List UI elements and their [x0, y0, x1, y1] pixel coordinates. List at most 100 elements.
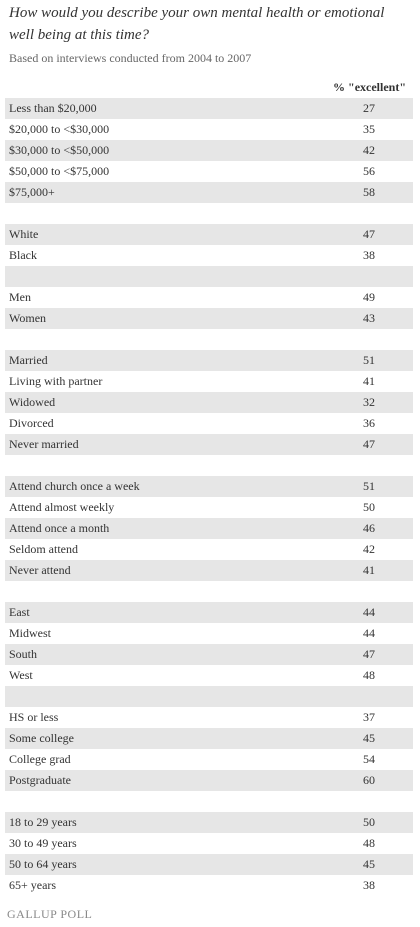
row-value: 42 [363, 143, 375, 157]
table-row: Attend almost weekly 50 [5, 497, 413, 518]
table-row: 30 to 49 years 48 [5, 833, 413, 854]
table-row: 50 to 64 years 45 [5, 854, 413, 875]
spacer-row [5, 686, 413, 707]
row-label: 30 to 49 years [9, 836, 77, 850]
row-label: West [9, 668, 33, 682]
table-row: Black 38 [5, 245, 413, 266]
row-value: 38 [363, 878, 375, 892]
spacer-row [5, 791, 413, 812]
spacer-row [5, 329, 413, 350]
table-row: Never married 47 [5, 434, 413, 455]
table-row: Divorced 36 [5, 413, 413, 434]
table-row: Widowed 32 [5, 392, 413, 413]
footer: GALLUP POLL [7, 907, 93, 921]
row-label: Less than $20,000 [9, 101, 97, 115]
table-row: Attend once a month 46 [5, 518, 413, 539]
row-label: East [9, 605, 30, 619]
spacer-row [5, 266, 413, 287]
spacer-row [5, 203, 413, 224]
table-row: Seldom attend 42 [5, 539, 413, 560]
row-label: White [9, 227, 39, 241]
table-row: White 47 [5, 224, 413, 245]
table-row: Postgraduate 60 [5, 770, 413, 791]
row-label: Black [9, 248, 37, 262]
row-value: 44 [363, 605, 375, 619]
table-row: Married 51 [5, 350, 413, 371]
row-value: 46 [363, 521, 375, 535]
row-label: Attend once a month [9, 521, 110, 535]
table-row: 65+ years 38 [5, 875, 413, 896]
row-label: 65+ years [9, 878, 57, 892]
row-label: $50,000 to <$75,000 [9, 164, 110, 178]
subtitle: Based on interviews conducted from 2004 … [9, 51, 252, 65]
row-value: 41 [363, 374, 375, 388]
row-value: 45 [363, 857, 375, 871]
row-label: $30,000 to <$50,000 [9, 143, 110, 157]
table-row: Living with partner 41 [5, 371, 413, 392]
title: How would you describe your own mental h… [9, 5, 385, 43]
row-value: 60 [363, 773, 375, 787]
spacer-row [5, 581, 413, 602]
row-label: Some college [9, 731, 74, 745]
table-row: Men 49 [5, 287, 413, 308]
row-value: 50 [363, 500, 375, 514]
row-value: 47 [363, 227, 375, 241]
row-value: 43 [363, 311, 375, 325]
row-value: 47 [363, 647, 375, 661]
row-label: Never married [9, 437, 79, 451]
table-row: $50,000 to <$75,000 56 [5, 161, 413, 182]
row-label: 18 to 29 years [9, 815, 77, 829]
table-row: Never attend 41 [5, 560, 413, 581]
row-label: Divorced [9, 416, 54, 430]
row-value: 42 [363, 542, 375, 556]
row-label: Living with partner [9, 374, 103, 388]
row-value: 54 [363, 752, 375, 766]
row-value: 38 [363, 248, 375, 262]
table-row: HS or less 37 [5, 707, 413, 728]
table-row: $20,000 to <$30,000 35 [5, 119, 413, 140]
row-value: 47 [363, 437, 375, 451]
row-label: Never attend [9, 563, 71, 577]
row-value: 41 [363, 563, 375, 577]
row-label: Midwest [9, 626, 51, 640]
row-label: $75,000+ [9, 185, 55, 199]
row-value: 50 [363, 815, 375, 829]
table-row: Attend church once a week 51 [5, 476, 413, 497]
spacer-row [5, 455, 413, 476]
row-value: 45 [363, 731, 375, 745]
table-row: Women 43 [5, 308, 413, 329]
table-row: Some college 45 [5, 728, 413, 749]
row-value: 35 [363, 122, 375, 136]
row-label: Attend church once a week [9, 479, 140, 493]
row-label: HS or less [9, 710, 59, 724]
table-row: South 47 [5, 644, 413, 665]
row-label: South [9, 647, 38, 661]
table-row: $75,000+ 58 [5, 182, 413, 203]
table-row: College grad 54 [5, 749, 413, 770]
table-row: Midwest 44 [5, 623, 413, 644]
row-value: 56 [363, 164, 375, 178]
row-value: 48 [363, 668, 375, 682]
column-header: % "excellent" [333, 80, 406, 94]
row-value: 48 [363, 836, 375, 850]
row-value: 37 [363, 710, 375, 724]
row-value: 44 [363, 626, 375, 640]
row-value: 49 [363, 290, 375, 304]
row-label: Postgraduate [9, 773, 71, 787]
row-value: 36 [363, 416, 375, 430]
row-value: 51 [363, 353, 375, 367]
table-row: 18 to 29 years 50 [5, 812, 413, 833]
row-label: College grad [9, 752, 71, 766]
row-label: Attend almost weekly [9, 500, 115, 514]
row-label: Married [9, 353, 48, 367]
row-label: $20,000 to <$30,000 [9, 122, 110, 136]
row-label: Women [9, 311, 47, 325]
table-row: $30,000 to <$50,000 42 [5, 140, 413, 161]
row-label: 50 to 64 years [9, 857, 77, 871]
table-row: Less than $20,000 27 [5, 98, 413, 119]
table-row: East 44 [5, 602, 413, 623]
row-value: 32 [363, 395, 375, 409]
row-label: Widowed [9, 395, 56, 409]
row-label: Men [9, 290, 31, 304]
